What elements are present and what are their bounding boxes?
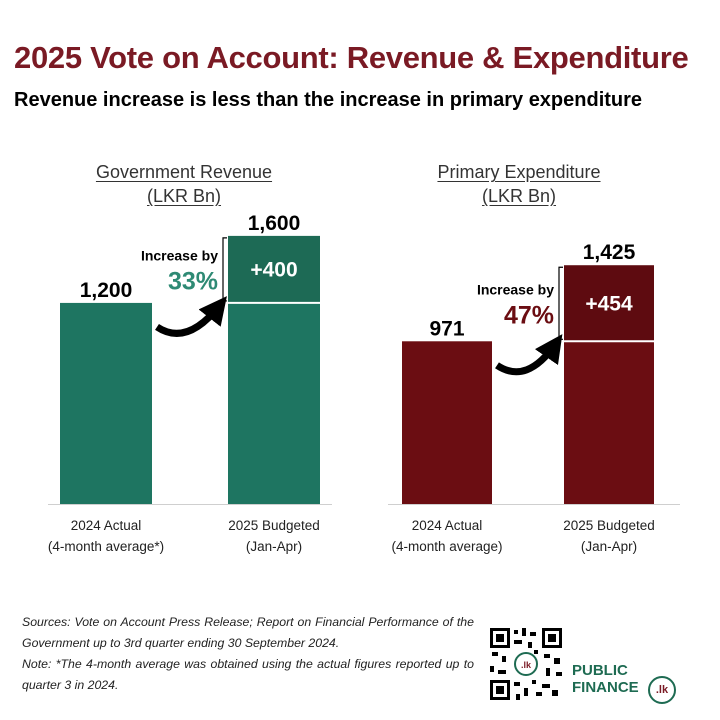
expenditure-value-label-2025: 1,425 xyxy=(583,241,636,264)
revenue-panel-title-line1: Government Revenue xyxy=(95,162,273,182)
expenditure-increase-bracket xyxy=(558,266,563,340)
expenditure-category-label-1-0: 2025 Budgeted xyxy=(563,518,655,533)
logo-text: PUBLIC FINANCE xyxy=(572,662,639,696)
sources-note: Sources: Vote on Account Press Release; … xyxy=(22,612,474,696)
expenditure-increase-by-text: Increase by xyxy=(477,281,554,297)
qr-code-icon: .lk xyxy=(490,628,562,700)
public-finance-logo: PUBLIC FINANCE .lk xyxy=(572,662,682,704)
note-text: Note: *The 4-month average was obtained … xyxy=(22,657,474,692)
revenue-value-label-2024: 1,200 xyxy=(80,279,133,302)
expenditure-arrow-icon xyxy=(495,334,563,376)
revenue-value-label-2025: 1,600 xyxy=(248,212,301,235)
expenditure-category-label-0-1: (4-month average) xyxy=(391,539,502,554)
qr-badge-text: .lk xyxy=(521,660,532,670)
expenditure-category-label-1-1: (Jan-Apr) xyxy=(581,539,637,554)
revenue-category-label-1-1: (Jan-Apr) xyxy=(246,539,302,554)
revenue-panel-title: Government Revenue (LKR Bn) xyxy=(54,160,314,208)
revenue-category-label-0-0: 2024 Actual xyxy=(71,518,142,533)
expenditure-panel-title: Primary Expenditure (LKR Bn) xyxy=(389,160,649,208)
revenue-increase-by-text: Increase by xyxy=(141,247,218,263)
charts-canvas: 1,200 1,600 +400 Increase by 33% 2024 Actual (… xyxy=(48,212,680,554)
logo-badge-icon: .lk xyxy=(648,676,676,704)
expenditure-panel-title-line2: (LKR Bn) xyxy=(481,186,557,206)
expenditure-bar-2025-base xyxy=(564,341,654,504)
chart-subtitle: Revenue increase is less than the increa… xyxy=(14,89,643,111)
revenue-bar-2024 xyxy=(60,302,152,504)
sources-text: Sources: Vote on Account Press Release; … xyxy=(22,615,474,650)
revenue-increase-label: +400 xyxy=(250,258,297,281)
expenditure-increase-pct: 47% xyxy=(504,301,554,329)
revenue-increase-bracket xyxy=(222,237,227,302)
revenue-category-label-1-0: 2025 Budgeted xyxy=(228,518,320,533)
revenue-bar-2025-base xyxy=(228,302,320,504)
expenditure-bar-2025-increase xyxy=(564,265,654,342)
expenditure-category-label-0-0: 2024 Actual xyxy=(412,518,483,533)
logo-text-line2: FINANCE xyxy=(572,679,639,696)
expenditure-value-label-2024: 971 xyxy=(429,317,464,340)
revenue-panel-title-line2: (LKR Bn) xyxy=(146,186,222,206)
revenue-category-label-0-1: (4-month average*) xyxy=(48,539,164,554)
expenditure-panel-title-line1: Primary Expenditure xyxy=(437,162,601,182)
chart-title: 2025 Vote on Account: Revenue & Expendit… xyxy=(14,40,689,75)
revenue-arrow-icon xyxy=(155,296,227,337)
logo-text-line1: PUBLIC xyxy=(572,662,628,679)
revenue-increase-pct: 33% xyxy=(168,267,218,295)
expenditure-bar-2024 xyxy=(402,341,492,504)
revenue-bar-2025-increase xyxy=(228,235,320,303)
expenditure-increase-label: +454 xyxy=(585,292,633,315)
